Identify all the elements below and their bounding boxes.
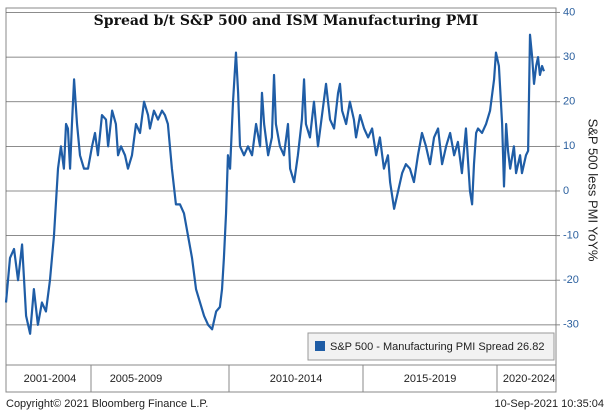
chart-title: Spread b/t S&P 500 and ISM Manufacturing…	[94, 13, 479, 29]
legend-swatch	[315, 341, 325, 351]
legend	[307, 332, 555, 361]
x-tick-label: 2010-2014	[270, 373, 323, 385]
legend-label: S&P 500 - Manufacturing PMI Spread 26.82	[330, 341, 544, 353]
y-tick-label: -10	[563, 229, 579, 241]
y-tick-label: 40	[563, 6, 575, 18]
y-tick-label: 10	[563, 140, 575, 152]
y-tick-label: -30	[563, 319, 579, 331]
y-tick-label: 30	[563, 51, 575, 63]
copyright: Copyright© 2021 Bloomberg Finance L.P.	[6, 398, 208, 410]
y-axis-label: S&P 500 less PMI YoY%	[586, 119, 601, 262]
y-tick-label: -20	[563, 274, 579, 286]
legend-value: 26.82	[517, 341, 545, 353]
y-tick-label: 0	[563, 185, 569, 197]
legend-name: S&P 500 - Manufacturing PMI Spread	[330, 341, 514, 353]
x-axis-band	[5, 364, 557, 393]
y-tick-label: 20	[563, 96, 575, 108]
plot-area	[5, 7, 557, 366]
series-line	[4, 33, 545, 335]
x-tick-label: 2015-2019	[404, 373, 457, 385]
x-tick-label: 2005-2009	[110, 373, 163, 385]
timestamp: 10-Sep-2021 10:35:04	[495, 398, 604, 410]
x-tick-label: 2001-2004	[24, 373, 77, 385]
x-tick-label: 2020-2024	[503, 373, 556, 385]
series	[4, 33, 545, 335]
